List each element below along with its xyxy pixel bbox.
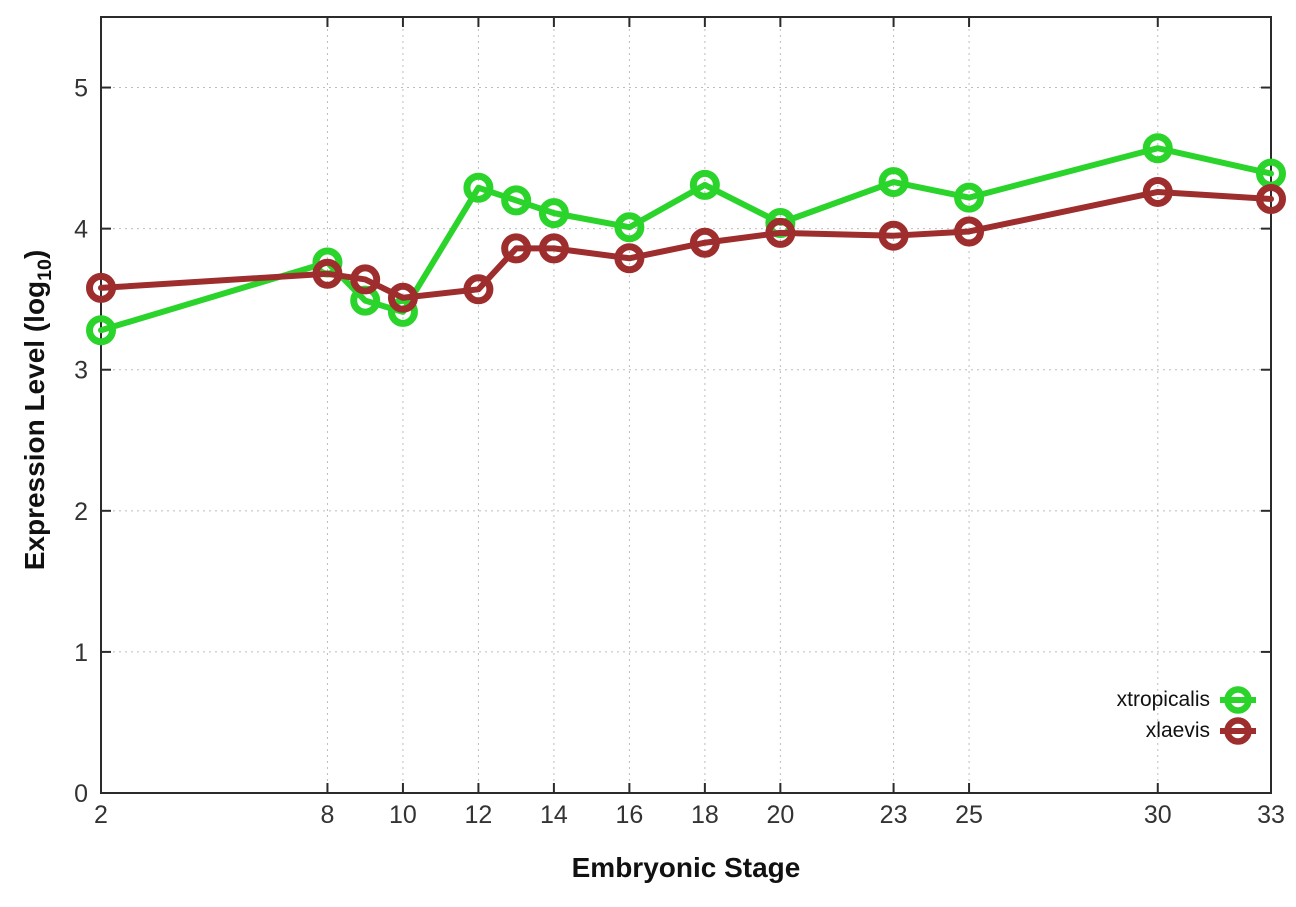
y-tick-label: 0: [74, 780, 88, 808]
legend-label-xtropicalis: xtropicalis: [1116, 687, 1210, 711]
data-point-xtropicalis: [463, 172, 494, 203]
x-tick-label: 10: [389, 801, 417, 829]
y-tick-label: 2: [74, 498, 88, 526]
data-point-xlaevis: [1142, 176, 1173, 207]
data-point-xtropicalis: [86, 315, 116, 346]
x-tick-label: 33: [1257, 801, 1285, 829]
data-point-xtropicalis: [1142, 133, 1173, 164]
data-point-xlaevis: [86, 272, 116, 303]
x-tick-label: 2: [94, 801, 108, 829]
data-point-xlaevis: [350, 264, 381, 295]
legend-row-xtropicalis: xtropicalis: [1117, 684, 1256, 715]
y-tick-label: 1: [74, 639, 88, 667]
data-point-xlaevis: [765, 217, 796, 248]
data-point-xtropicalis: [689, 169, 720, 200]
legend-sample-icon-xlaevis: [1220, 716, 1256, 745]
data-point-xlaevis: [1256, 184, 1286, 215]
data-point-xlaevis: [954, 216, 985, 247]
x-tick-label: 12: [465, 801, 493, 829]
x-tick-label: 16: [615, 801, 643, 829]
series-line-xtropicalis: [98, 145, 1274, 334]
data-point-xlaevis: [614, 243, 645, 274]
data-point-xlaevis: [501, 233, 532, 264]
legend-sample-icon-xtropicalis: [1220, 685, 1256, 714]
y-tick-label: 4: [74, 216, 88, 244]
y-axis-title-suffix: ): [19, 249, 51, 260]
y-axis-title: Expression Level (log10): [19, 250, 57, 571]
data-point-xlaevis: [463, 274, 494, 305]
data-point-xtropicalis: [614, 212, 645, 243]
x-axis-title: Embryonic Stage: [571, 852, 801, 883]
x-tick-label: 30: [1144, 801, 1172, 829]
legend-label-xlaevis: xlaevis: [1145, 718, 1210, 742]
x-tick-label: 23: [880, 801, 908, 829]
data-point-xlaevis: [689, 227, 720, 258]
x-tick-label: 25: [955, 801, 983, 829]
x-tick-label: 14: [540, 801, 568, 829]
legend: xtropicalis xlaevis: [1117, 684, 1256, 746]
series-line-xlaevis: [98, 188, 1274, 301]
data-point-xlaevis: [312, 258, 343, 289]
y-axis-title-subscript: 10: [33, 259, 56, 281]
data-point-xtropicalis: [954, 182, 985, 213]
data-point-xtropicalis: [538, 198, 569, 229]
y-tick-label: 5: [74, 75, 88, 103]
data-point-xtropicalis: [501, 185, 532, 216]
data-point-xlaevis: [538, 233, 569, 264]
x-tick-label: 18: [691, 801, 719, 829]
data-point-xlaevis: [878, 220, 909, 251]
data-point-xlaevis: [387, 282, 418, 313]
y-axis-title-text: Expression Level (log: [19, 280, 51, 571]
legend-row-xlaevis: xlaevis: [1117, 715, 1256, 746]
x-tick-label: 20: [766, 801, 794, 829]
data-point-xtropicalis: [878, 167, 909, 198]
y-tick-label: 3: [74, 357, 88, 385]
x-tick-label: 8: [320, 801, 334, 829]
plot-border: [100, 16, 1272, 794]
